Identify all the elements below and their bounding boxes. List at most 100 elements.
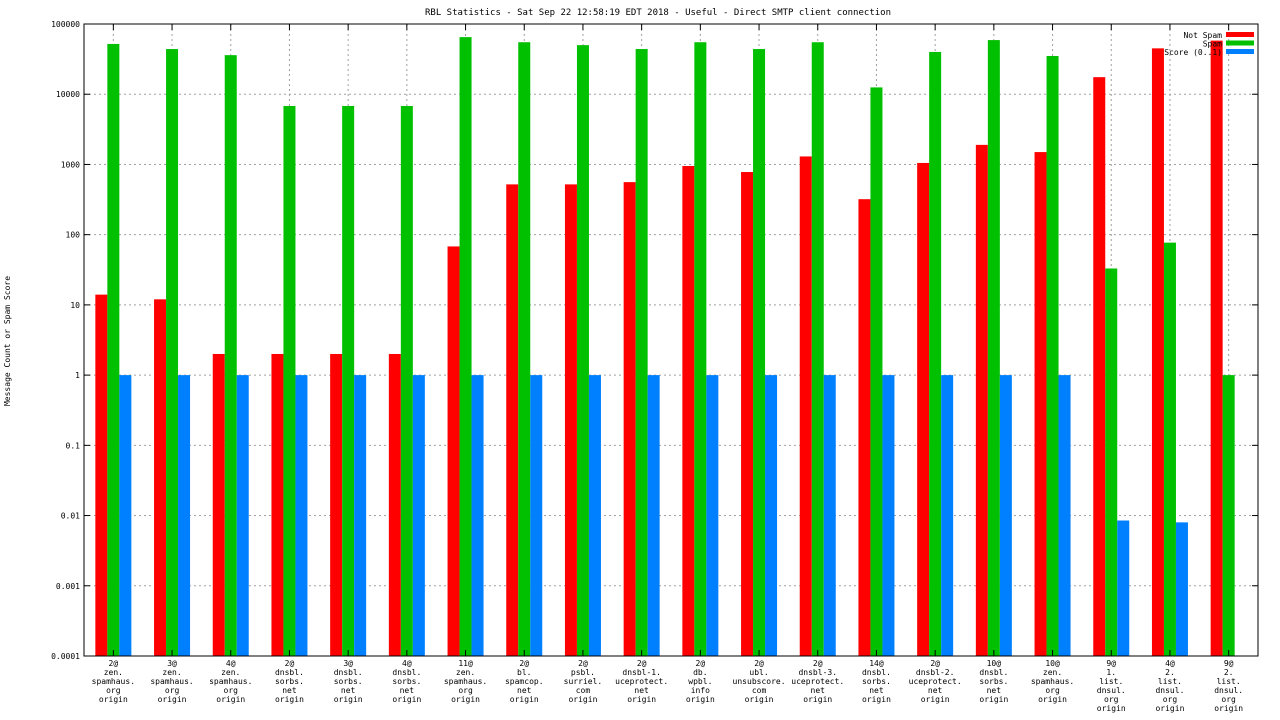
x-tick-label-line: 2@	[285, 659, 295, 668]
x-tick-label-line: dnsbl.	[275, 668, 304, 677]
x-tick-label-line: net	[517, 686, 532, 695]
x-tick-label-line: net	[341, 686, 356, 695]
x-tick-label-line: dnsbl.	[979, 668, 1008, 677]
x-tick-label-line: sorbs.	[392, 677, 421, 686]
x-tick-label-line: 2@	[696, 659, 706, 668]
x-tick-label-line: origin	[216, 695, 245, 704]
x-tick-label-line: origin	[921, 695, 950, 704]
bar-not-spam	[212, 353, 225, 656]
x-tick-label-line: 1.	[1106, 668, 1116, 677]
x-tick-label-line: origin	[627, 695, 656, 704]
x-tick-label-line: org	[224, 686, 239, 695]
x-tick-label: 3@ zen. spamhaus. org origin	[150, 659, 193, 704]
bar-spam	[635, 49, 648, 657]
x-tick-label-line: net	[634, 686, 649, 695]
bar-not-spam	[330, 353, 343, 656]
x-tick-label-line: dnsbl-1.	[622, 668, 661, 677]
y-tick-label: 0.0001	[51, 652, 80, 661]
x-tick-label-line: 2@	[930, 659, 940, 668]
x-tick-label-line: uceprotect.	[791, 677, 844, 686]
bar-score	[178, 375, 191, 656]
bar-spam	[1105, 268, 1118, 656]
x-tick-label: 2@ zen. spamhaus. org origin	[92, 659, 135, 704]
x-tick-label-line: 2@	[519, 659, 529, 668]
x-tick-label-line: 4@	[226, 659, 236, 668]
bar-not-spam	[975, 144, 988, 656]
y-tick-label: 10	[70, 301, 80, 310]
bar-spam	[342, 105, 355, 656]
x-tick-label-line: uceprotect.	[909, 677, 962, 686]
bar-spam	[576, 45, 589, 657]
x-tick-label-line: dnsul.	[1155, 686, 1184, 695]
x-tick-label-line: org	[1221, 695, 1236, 704]
y-tick-label: 10000	[56, 90, 80, 99]
x-tick-label: 3@ dnsbl. sorbs. net origin	[334, 659, 363, 704]
x-tick-label: 4@ 2. list. dnsul. org origin	[1155, 659, 1184, 713]
bar-score	[1058, 375, 1071, 656]
x-tick-label-line: 11@	[458, 659, 473, 668]
bar-score	[823, 375, 836, 656]
x-tick-label-line: 3@	[343, 659, 353, 668]
bar-score	[882, 375, 895, 656]
x-tick-label-line: origin	[99, 695, 128, 704]
x-tick-label-line: 2@	[578, 659, 588, 668]
x-tick-label-line: dnsul.	[1097, 686, 1126, 695]
x-tick-label-line: origin	[158, 695, 187, 704]
x-tick-label-line: sorbs.	[275, 677, 304, 686]
x-tick-label-line: psbl.	[571, 668, 595, 677]
bar-spam	[929, 51, 942, 657]
bar-score	[119, 375, 132, 656]
x-tick-label-line: origin	[451, 695, 480, 704]
chart-title: RBL Statistics - Sat Sep 22 12:58:19 EDT…	[425, 8, 891, 18]
x-tick-label-line: dnsbl.	[392, 668, 421, 677]
bar-spam	[400, 105, 413, 656]
x-tick-label-line: origin	[510, 695, 539, 704]
y-tick-label: 0.1	[66, 441, 81, 450]
x-tick-label: 2@ dnsbl-2. uceprotect. net origin	[909, 659, 962, 704]
x-tick-label-line: 2@	[109, 659, 119, 668]
bar-score	[471, 375, 484, 656]
y-tick-label: 1	[75, 371, 80, 380]
x-tick-label-line: wpbl.	[688, 677, 712, 686]
x-tick-label: 2@ psbl. surriel. com origin	[564, 659, 603, 704]
bar-score	[530, 375, 543, 656]
x-tick-label-line: origin	[1214, 704, 1243, 713]
x-tick-label-line: net	[869, 686, 884, 695]
bar-score	[354, 375, 367, 656]
bar-score	[647, 375, 660, 656]
bar-spam	[987, 40, 1000, 656]
bar-spam	[166, 49, 179, 657]
x-tick-label-line: spamhaus.	[209, 677, 252, 686]
x-tick-label-line: sorbs.	[334, 677, 363, 686]
grid-lines	[84, 24, 1258, 656]
bar-spam	[753, 49, 766, 657]
x-tick-label: 4@ dnsbl. sorbs. net origin	[392, 659, 421, 704]
y-tick-label: 0.01	[61, 512, 80, 521]
y-tick-label: 1000	[61, 160, 80, 169]
x-tick-label-line: 2.	[1224, 668, 1234, 677]
bar-spam	[1046, 56, 1059, 657]
x-tick-label-line: 9@	[1106, 659, 1116, 668]
legend-swatch	[1226, 40, 1254, 46]
x-tick-label: 11@ zen. spamhaus. org origin	[444, 659, 487, 704]
x-tick-label: 2@ db. wpbl. info origin	[686, 659, 715, 704]
x-tick-label-line: origin	[803, 695, 832, 704]
x-tick-label-line: 2@	[637, 659, 647, 668]
bar-spam	[224, 55, 237, 657]
x-tick-label-line: com	[752, 686, 767, 695]
y-axis-ticks: 0.0001 0.001 0.01 0.1 1 10 100 1000 10000 100000	[51, 20, 1258, 661]
x-tick-label-line: org	[458, 686, 473, 695]
x-tick-label-line: origin	[862, 695, 891, 704]
y-tick-label: 100	[66, 231, 81, 240]
x-tick-label-line: origin	[1155, 704, 1184, 713]
x-tick-label: 2@ dnsbl-1. uceprotect. net origin	[615, 659, 668, 704]
x-tick-label: 2@ dnsbl-3. uceprotect. net origin	[791, 659, 844, 704]
x-tick-label-line: zen.	[221, 668, 240, 677]
x-tick-label-line: origin	[1038, 695, 1067, 704]
x-tick-label-line: org	[165, 686, 180, 695]
x-tick-label-line: surriel.	[564, 677, 603, 686]
x-tick-label: 4@ zen. spamhaus. org origin	[209, 659, 252, 704]
x-tick-label: 9@ 2. list. dnsul. org origin	[1214, 659, 1243, 713]
